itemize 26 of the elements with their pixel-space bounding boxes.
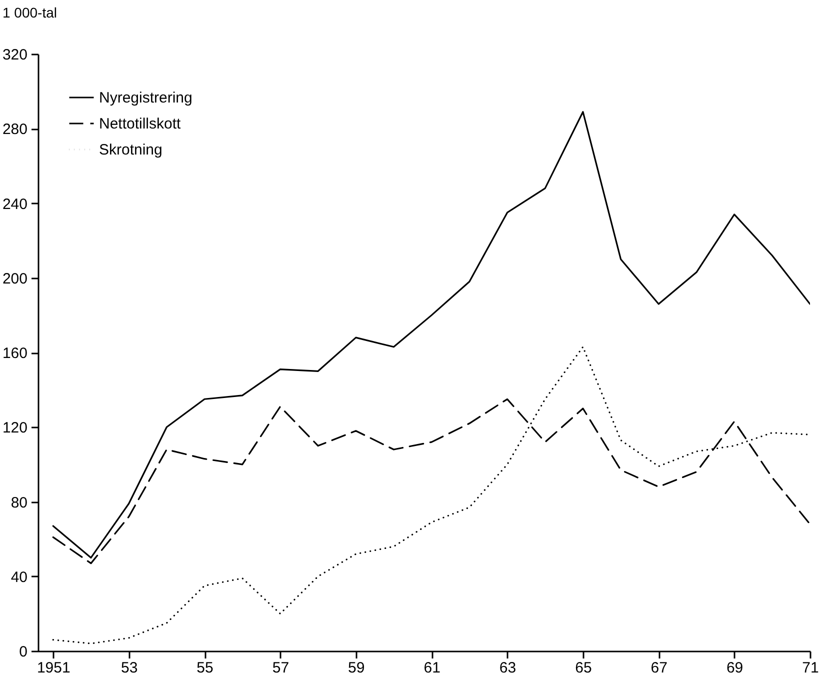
x-tick-label: 67 bbox=[650, 660, 668, 676]
y-tick-label: 160 bbox=[2, 345, 28, 362]
x-tick-label: 65 bbox=[575, 660, 592, 676]
x-tick-label: 57 bbox=[272, 660, 290, 676]
y-tick-label: 0 bbox=[19, 644, 28, 660]
line-series bbox=[52, 346, 810, 644]
x-tick-label: 71 bbox=[802, 660, 819, 676]
x-tick-label: 59 bbox=[348, 660, 365, 676]
line-series bbox=[52, 111, 810, 559]
x-tick-label: 53 bbox=[120, 660, 138, 676]
y-tick-label: 80 bbox=[10, 494, 28, 512]
y-tick-label: 320 bbox=[2, 46, 28, 64]
y-axis-title: 1 000-tal bbox=[2, 4, 57, 20]
y-tick-label: 280 bbox=[2, 121, 28, 138]
x-tick-label: 55 bbox=[196, 660, 214, 676]
y-tick-label: 200 bbox=[2, 270, 28, 288]
legend-label: Skrotning bbox=[99, 142, 162, 158]
y-tick-label: 40 bbox=[10, 568, 28, 586]
x-tick-label: 63 bbox=[499, 660, 516, 676]
x-tick-label: 69 bbox=[726, 660, 744, 676]
legend-label: Nyregistrering bbox=[99, 90, 192, 106]
x-tick-label: 1951 bbox=[36, 660, 70, 676]
x-tick-label: 61 bbox=[424, 660, 440, 676]
y-tick-label: 240 bbox=[2, 196, 28, 213]
y-tick-label: 120 bbox=[2, 420, 28, 437]
legend-label: Nettotillskott bbox=[99, 116, 182, 132]
